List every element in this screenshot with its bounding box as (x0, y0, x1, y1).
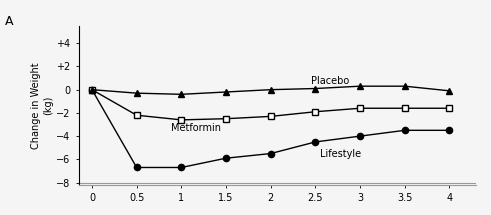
Text: Placebo: Placebo (311, 76, 349, 86)
Text: A: A (5, 15, 13, 28)
Text: Metformin: Metformin (170, 123, 220, 133)
Y-axis label: Change in Weight
(kg): Change in Weight (kg) (30, 62, 53, 149)
Text: Lifestyle: Lifestyle (320, 149, 361, 159)
